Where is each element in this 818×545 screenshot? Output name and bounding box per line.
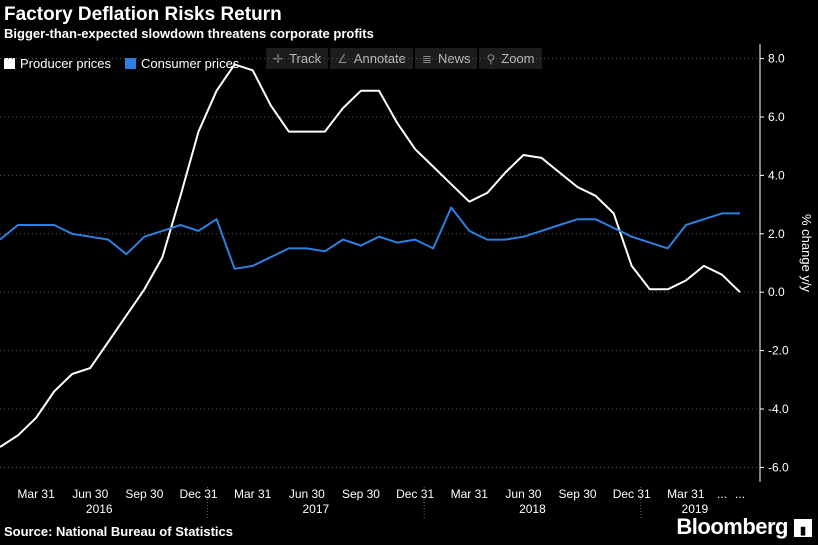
x-tick-label: Sep 30 bbox=[125, 487, 163, 501]
legend-item-consumer-prices[interactable]: Consumer prices bbox=[125, 56, 239, 71]
legend-item-producer-prices[interactable]: Producer prices bbox=[4, 56, 111, 71]
bloomberg-logo: Bloomberg bbox=[676, 514, 788, 539]
x-tick-label: Dec 31 bbox=[180, 487, 218, 501]
legend-swatch-producer bbox=[4, 58, 15, 69]
year-label: 2017 bbox=[303, 502, 330, 516]
legend-label-producer: Producer prices bbox=[20, 56, 112, 71]
x-tick-label: Jun 30 bbox=[505, 487, 541, 501]
y-axis-label: % change y/y bbox=[799, 214, 814, 293]
x-tick-label: Mar 31 bbox=[451, 487, 489, 501]
y-tick-label: 6.0 bbox=[768, 110, 785, 124]
chart-toolbar: ✛ Track ∠ Annotate ≣ News ⚲ Zoom bbox=[266, 48, 542, 69]
x-tick-label: Mar 31 bbox=[234, 487, 272, 501]
year-label: 2018 bbox=[519, 502, 546, 516]
annotate-button[interactable]: ∠ Annotate bbox=[330, 48, 413, 69]
chart-title: Factory Deflation Risks Return bbox=[4, 4, 282, 25]
x-tick-label: Mar 31 bbox=[667, 487, 705, 501]
y-tick-label: -4.0 bbox=[768, 402, 789, 416]
y-tick-label: 0.0 bbox=[768, 285, 785, 299]
y-tick-label: -2.0 bbox=[768, 344, 789, 358]
x-tick-label: Dec 31 bbox=[613, 487, 651, 501]
bars-chart-icon: ▮ bbox=[794, 519, 812, 537]
x-tick-label: Jun 30 bbox=[72, 487, 108, 501]
legend-label-consumer: Consumer prices bbox=[141, 56, 240, 71]
annotate-label: Annotate bbox=[353, 51, 406, 66]
y-tick-label: -6.0 bbox=[768, 460, 789, 474]
source-note: Source: National Bureau of Statistics bbox=[4, 524, 233, 539]
track-label: Track bbox=[289, 51, 322, 66]
track-button[interactable]: ✛ Track bbox=[266, 48, 329, 69]
series-line-consumer-prices bbox=[0, 206, 740, 270]
news-button[interactable]: ≣ News bbox=[414, 48, 478, 69]
x-tick-label: ... bbox=[717, 487, 727, 501]
news-icon: ≣ bbox=[421, 51, 432, 66]
news-label: News bbox=[437, 51, 471, 66]
y-tick-label: 4.0 bbox=[768, 168, 785, 182]
series-line-producer-prices bbox=[0, 63, 741, 448]
x-tick-label: Mar 31 bbox=[17, 487, 55, 501]
year-label: 2019 bbox=[682, 502, 709, 516]
x-tick-label: ... bbox=[735, 487, 745, 501]
magnifier-icon: ⚲ bbox=[486, 51, 496, 66]
chart-subtitle: Bigger-than-expected slowdown threatens … bbox=[4, 26, 374, 41]
y-tick-label: 2.0 bbox=[768, 227, 785, 241]
legend-swatch-consumer bbox=[125, 58, 137, 69]
year-label: 2016 bbox=[86, 502, 113, 516]
zoom-button[interactable]: ⚲ Zoom bbox=[479, 48, 542, 69]
pencil-icon: ∠ bbox=[337, 51, 348, 66]
y-tick-label: 8.0 bbox=[768, 52, 785, 66]
legend: Producer prices Consumer prices bbox=[4, 56, 239, 71]
x-tick-label: Sep 30 bbox=[342, 487, 380, 501]
zoom-label: Zoom bbox=[501, 51, 535, 66]
crosshair-icon: ✛ bbox=[273, 51, 284, 66]
x-tick-label: Sep 30 bbox=[559, 487, 597, 501]
x-tick-label: Jun 30 bbox=[289, 487, 325, 501]
x-tick-label: Dec 31 bbox=[396, 487, 434, 501]
